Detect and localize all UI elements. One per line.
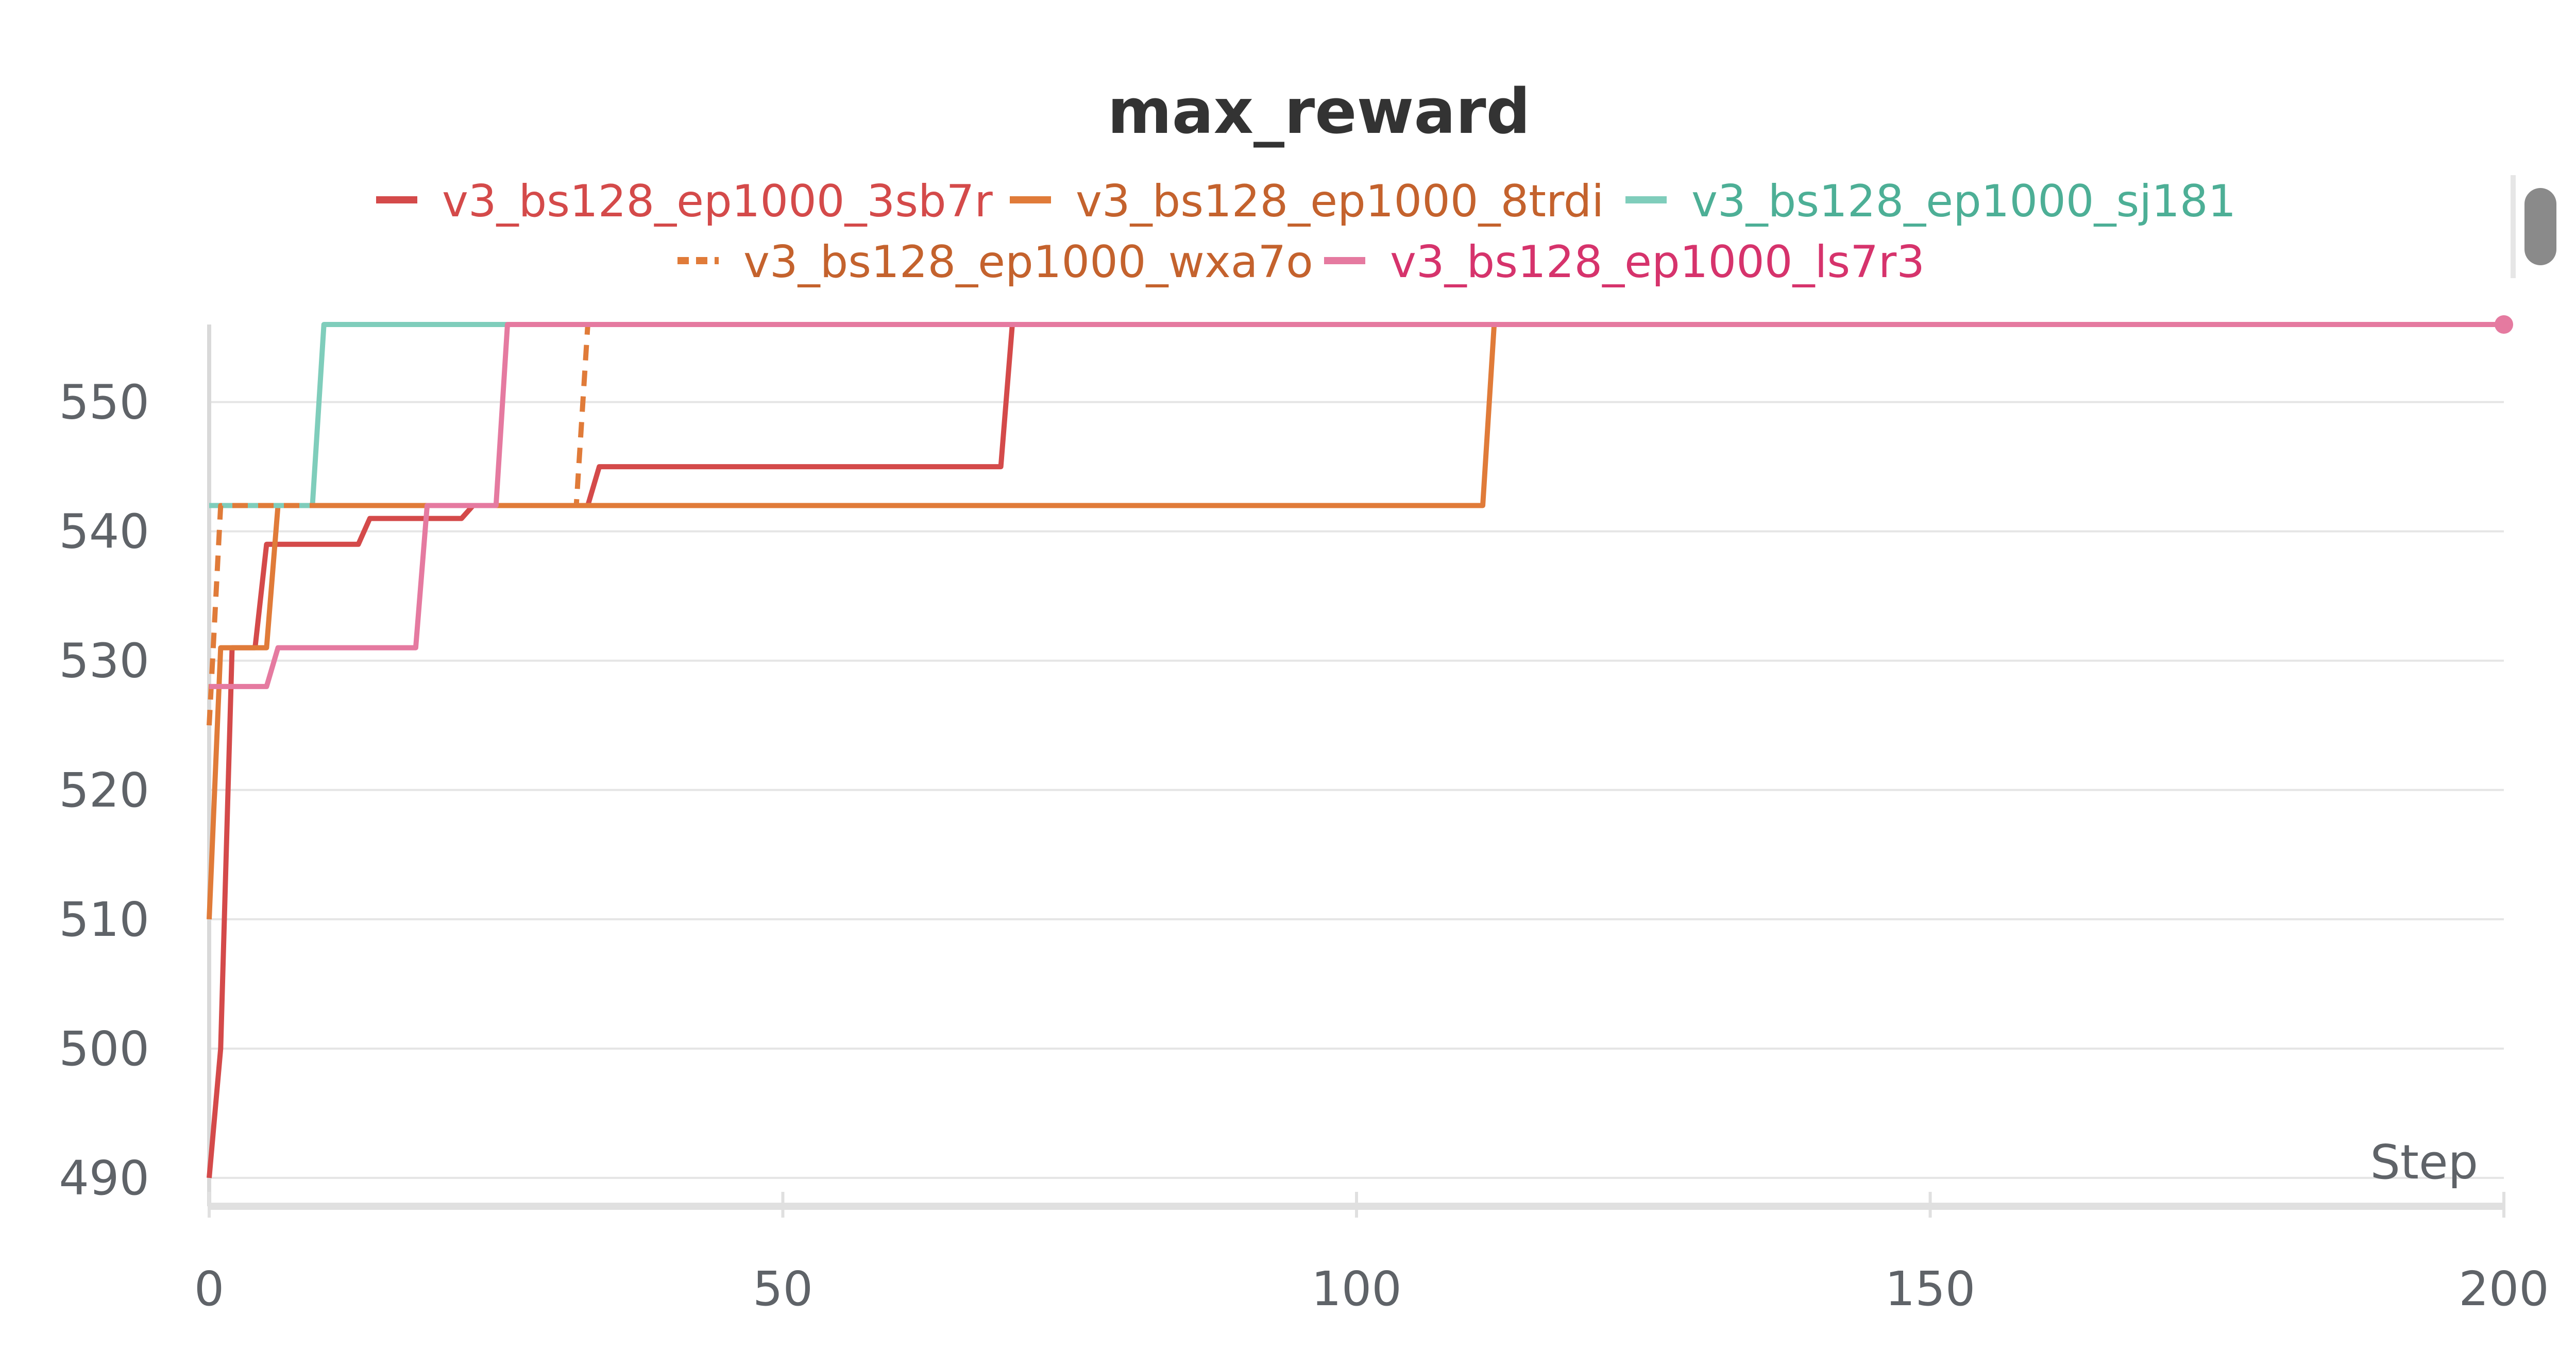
series-line[interactable] — [209, 322, 2504, 689]
legend-label[interactable]: v3_bs128_ep1000_ls7r3 — [1390, 236, 1925, 288]
series-line[interactable] — [209, 322, 2504, 508]
legend-label[interactable]: v3_bs128_ep1000_8trdi — [1076, 176, 1604, 227]
legend-label[interactable]: v3_bs128_ep1000_wxa7o — [743, 236, 1313, 288]
legend-label[interactable]: v3_bs128_ep1000_sj181 — [1691, 176, 2236, 227]
y-tick-label: 520 — [59, 763, 149, 818]
series-line[interactable] — [207, 322, 2504, 1178]
series-line[interactable] — [207, 322, 2504, 920]
y-tick-label: 510 — [59, 892, 149, 947]
axes: 490 500 510 520 530 540 550 0 50 100 150 200 — [59, 324, 2549, 1316]
legend[interactable]: v3_bs128_ep1000_3sb7r v3_bs128_ep1000_8tr… — [376, 176, 2236, 288]
series-line[interactable] — [207, 322, 2504, 726]
y-tick-label: 540 — [59, 504, 149, 559]
x-tick-label: 200 — [2459, 1261, 2549, 1316]
x-axis-label: Step — [2370, 1135, 2478, 1190]
gridlines — [209, 401, 2504, 1179]
series-end-marker[interactable] — [2495, 315, 2513, 334]
y-tick-label: 550 — [59, 375, 149, 430]
x-tick-label: 0 — [194, 1261, 225, 1316]
y-tick-label: 500 — [59, 1021, 149, 1076]
chart-title: max_reward — [1108, 76, 1531, 148]
legend-label[interactable]: v3_bs128_ep1000_3sb7r — [442, 176, 993, 227]
x-tick-label: 50 — [753, 1261, 813, 1316]
series-lines[interactable] — [207, 315, 2513, 1178]
x-tick-label: 100 — [1311, 1261, 1402, 1316]
legend-scrollbar[interactable] — [2511, 175, 2556, 278]
y-tick-label: 530 — [59, 634, 149, 689]
scrollbar-thumb[interactable] — [2524, 188, 2556, 265]
scrollbar-track[interactable] — [2511, 175, 2516, 278]
x-tick-label: 150 — [1885, 1261, 1976, 1316]
y-tick-label: 490 — [59, 1151, 149, 1206]
